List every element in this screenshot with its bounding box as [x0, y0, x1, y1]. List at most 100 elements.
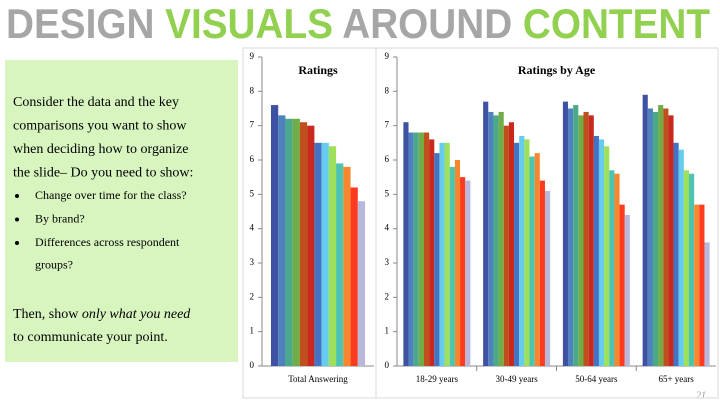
bar — [321, 142, 329, 366]
bar — [704, 242, 710, 366]
bar — [328, 146, 337, 366]
y-tick-label: 6 — [385, 154, 390, 164]
bar — [503, 125, 509, 367]
chart-title: Ratings by Age — [518, 63, 596, 77]
bar — [642, 94, 648, 367]
bar — [609, 170, 615, 366]
bullet-line: Differences across respondent — [35, 235, 180, 249]
y-tick-label: 1 — [250, 326, 255, 336]
bar — [652, 111, 659, 366]
title-word: CONTENT — [523, 0, 710, 47]
y-tick-label: 9 — [250, 51, 255, 61]
x-tick-label: 18-29 years — [416, 374, 459, 384]
bar — [519, 135, 525, 366]
page-number: 21 — [696, 390, 706, 401]
chart: 0 1 2 3 4 5 6 7 8 9 Ratings by Age 18-29 years 30-49… — [375, 47, 719, 399]
bar — [449, 166, 455, 366]
y-tick-label: 0 — [250, 360, 255, 370]
bar — [413, 132, 419, 366]
x-tick-label: 50-64 years — [575, 374, 618, 384]
intro-line: comparisons you want to show — [13, 119, 187, 134]
bar — [336, 163, 344, 366]
closing-start: Then, show — [13, 307, 79, 322]
chart-title: Ratings — [298, 63, 338, 77]
bar — [508, 122, 515, 366]
y-tick-label: 3 — [385, 257, 390, 267]
bar — [514, 142, 520, 366]
bar — [683, 170, 690, 366]
panel-text: Consider the data and the key comparisons… — [13, 95, 193, 345]
bar — [604, 146, 610, 366]
bar — [357, 201, 366, 366]
y-tick-label: 6 — [250, 154, 255, 164]
bar — [699, 204, 705, 366]
bar — [593, 135, 599, 366]
y-tick-label: 7 — [385, 120, 390, 130]
y-tick-label: 5 — [385, 188, 390, 198]
bar — [307, 125, 315, 367]
bar — [663, 108, 669, 366]
bar — [285, 118, 293, 366]
bar — [562, 101, 569, 366]
title-word: DESIGN — [6, 0, 154, 47]
y-tick-label: 1 — [385, 326, 390, 336]
bar — [573, 105, 579, 367]
bar — [429, 139, 435, 366]
y-tick-label: 5 — [250, 188, 255, 198]
bar — [460, 177, 466, 366]
bar — [483, 101, 489, 366]
y-tick-label: 2 — [250, 291, 255, 301]
bar — [314, 142, 322, 366]
title-word: VISUALS — [165, 0, 333, 47]
bar — [678, 149, 684, 366]
bar — [583, 111, 589, 366]
bar — [454, 160, 461, 366]
bar — [444, 142, 450, 366]
bar — [408, 132, 414, 366]
y-tick-label: 4 — [250, 223, 255, 233]
chart-frame — [375, 47, 719, 399]
closing-emphasis: only what you need — [82, 307, 191, 322]
y-tick-label: 7 — [250, 120, 255, 130]
x-tick-label: 30-49 years — [496, 374, 539, 384]
bar — [299, 122, 308, 366]
x-tick-label: Total Answering — [288, 374, 348, 384]
bar — [534, 153, 540, 366]
intro-line: Consider the data and the key — [13, 95, 179, 110]
bullet-line: Change over time for the class? — [35, 188, 187, 202]
bar — [624, 214, 630, 366]
bar — [278, 115, 286, 366]
bar — [423, 132, 430, 366]
bullet-dot — [15, 217, 19, 222]
intro-line: the slide– Do you need to show: — [13, 166, 193, 181]
chart: 0 1 2 3 4 5 6 7 8 9 Ratings Total Answering — [242, 47, 377, 399]
bar — [270, 105, 279, 367]
bar — [689, 173, 695, 366]
bar — [292, 118, 300, 366]
bar — [568, 108, 574, 366]
y-tick-label: 9 — [385, 51, 390, 61]
bar — [539, 180, 545, 366]
y-tick-label: 0 — [385, 360, 390, 370]
bar — [434, 153, 440, 366]
bar — [673, 142, 679, 366]
bar — [668, 115, 674, 366]
text-panel — [5, 60, 238, 362]
bar — [544, 190, 551, 366]
y-tick-label: 8 — [385, 85, 390, 95]
bar — [529, 156, 535, 366]
bar — [619, 204, 625, 366]
bar — [488, 111, 494, 366]
bar — [588, 115, 594, 366]
bar — [418, 132, 424, 366]
bar — [493, 115, 499, 366]
bullet-dot — [15, 241, 19, 245]
title-word: AROUND — [342, 0, 512, 47]
bar — [350, 187, 358, 366]
bar — [403, 122, 409, 366]
bar — [343, 166, 351, 366]
bar — [647, 108, 653, 366]
bar — [658, 105, 664, 367]
